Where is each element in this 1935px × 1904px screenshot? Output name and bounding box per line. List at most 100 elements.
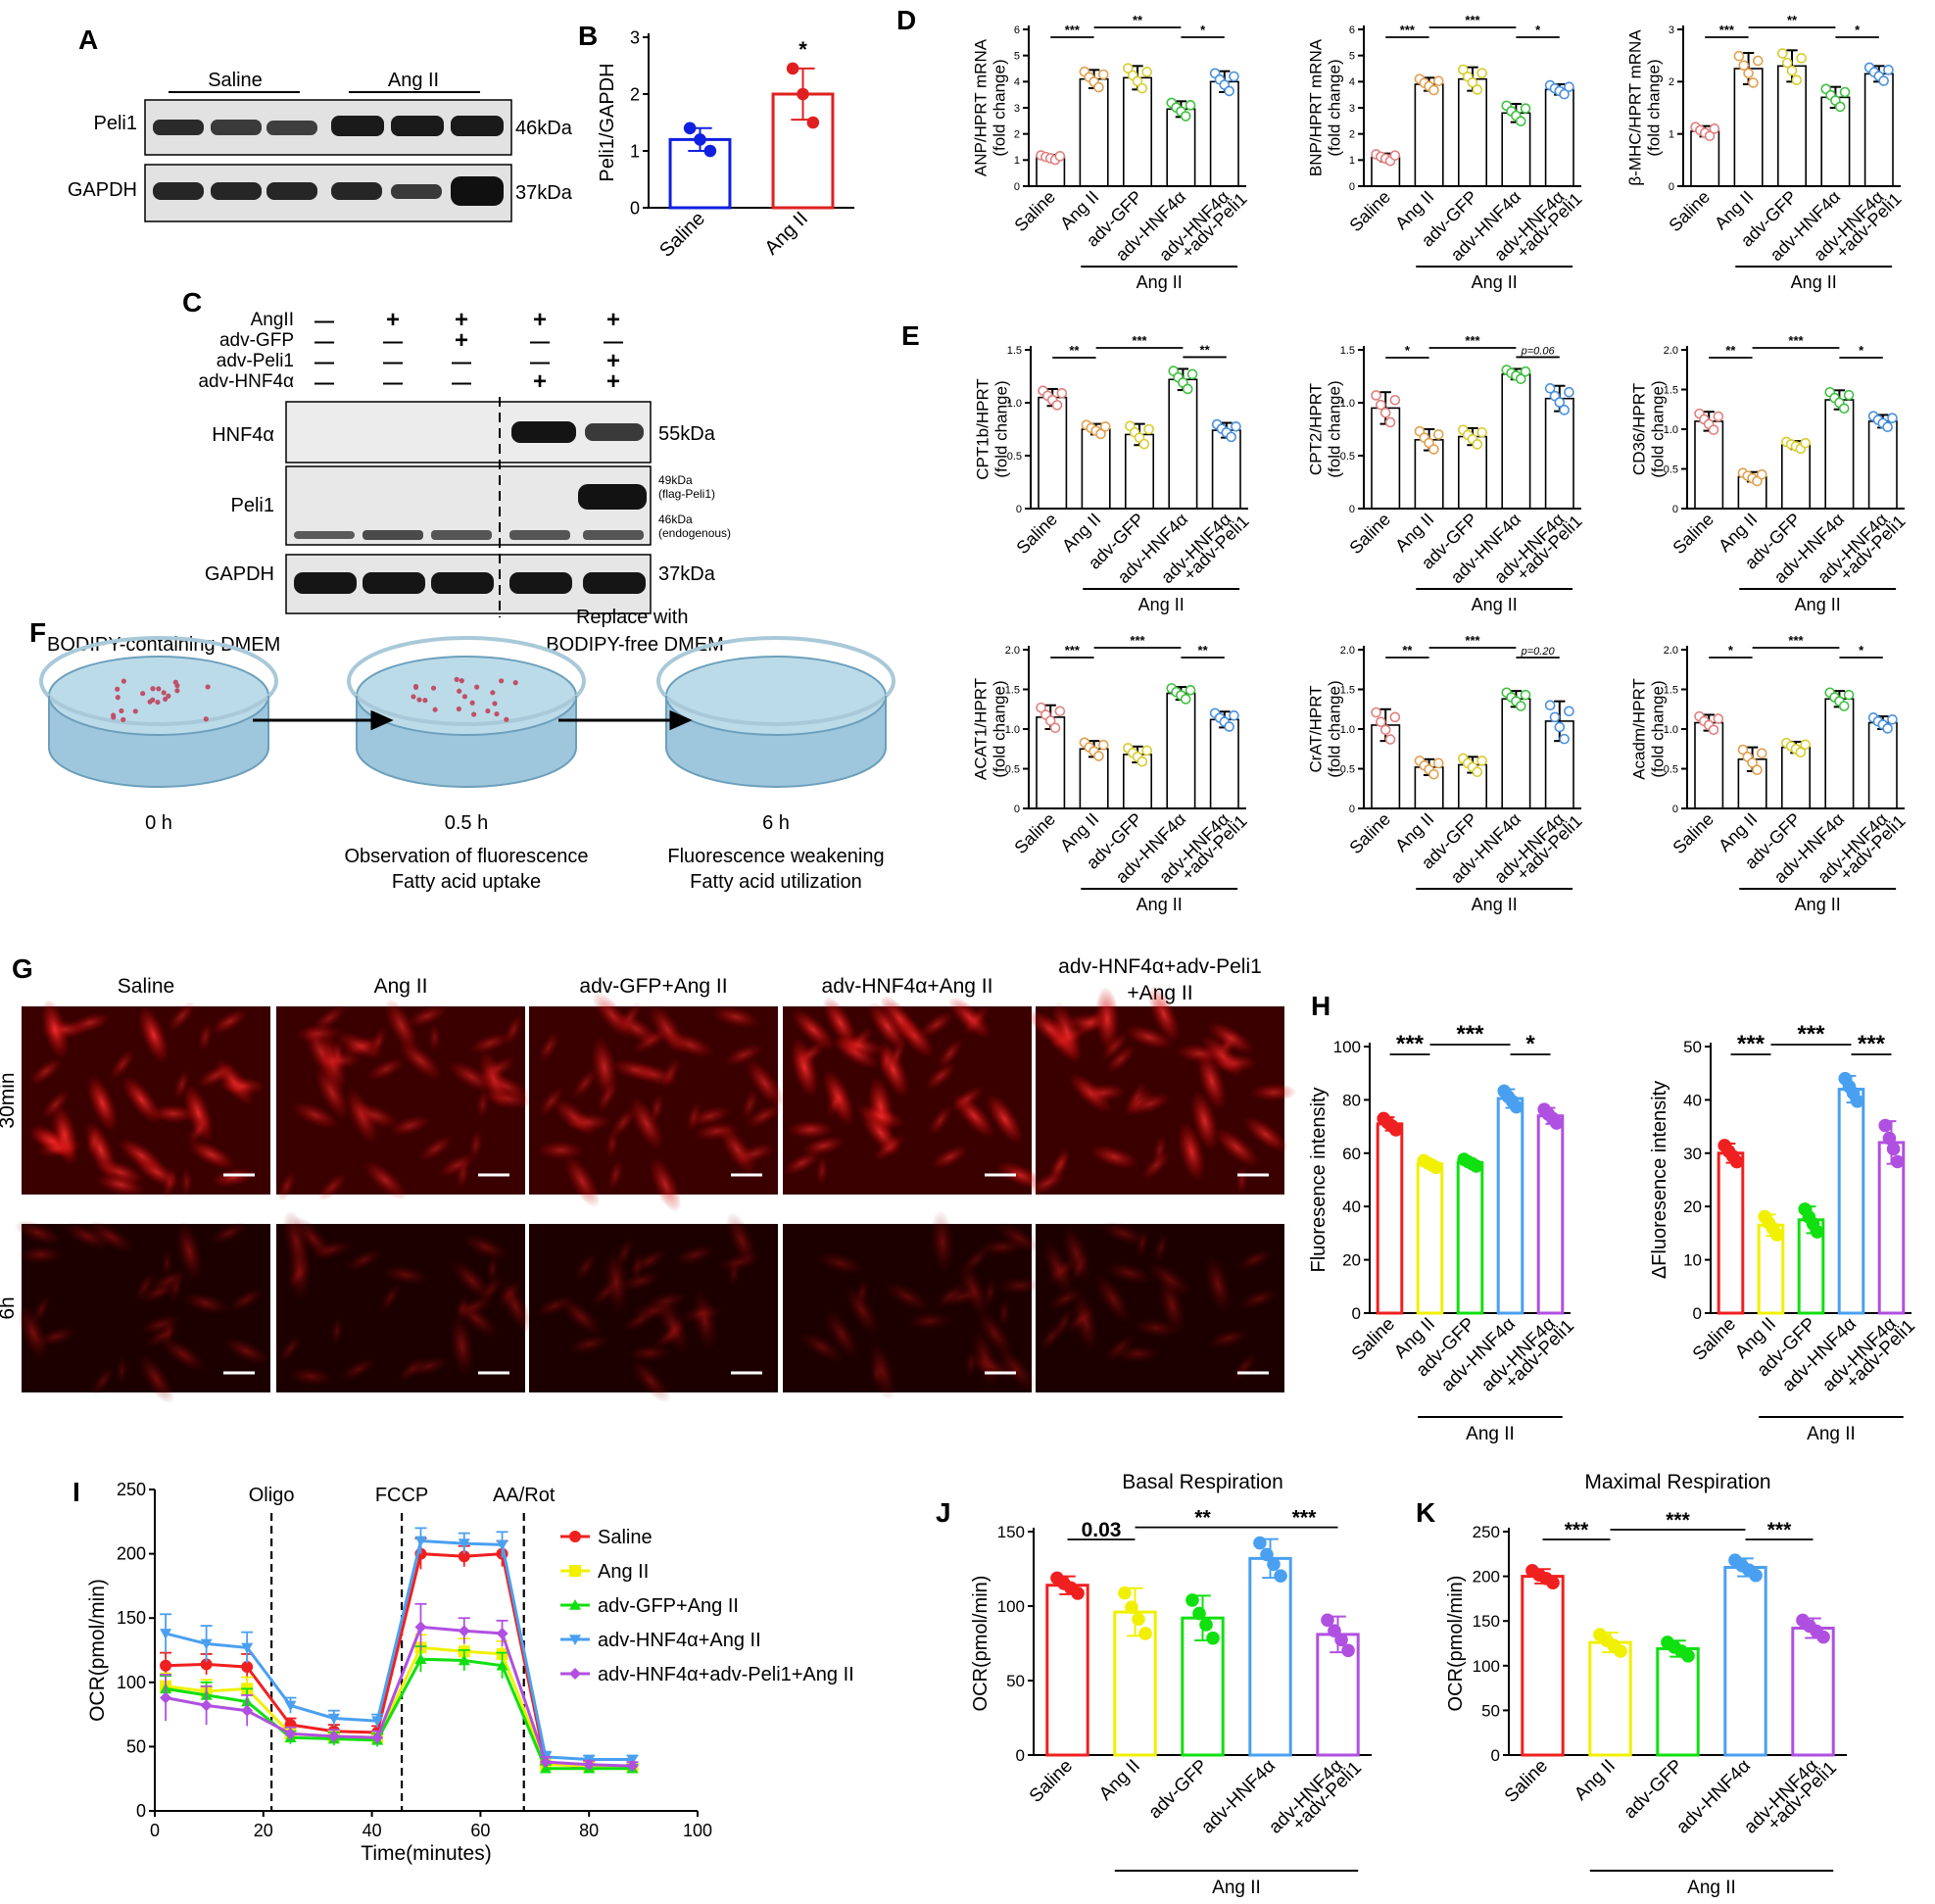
scheme-f: BODIPY-containing DMEM Replace with BODI… [39, 607, 895, 893]
data-point [703, 144, 717, 158]
chart-J: 0 50 100 150 OCR(pmol/min) Basal Respiration S… [970, 1471, 1372, 1898]
significance-label: 0.03 [1082, 1519, 1122, 1541]
data-point [414, 1653, 427, 1664]
micrograph-column-label: adv-HNF4α+Ang II [822, 975, 993, 998]
data-point [1520, 103, 1531, 114]
data-point [1756, 468, 1767, 480]
significance-label: ** [1787, 13, 1798, 27]
x-tick-label: Ang II [1095, 1756, 1144, 1805]
data-point [1093, 81, 1104, 93]
data-point [496, 1659, 508, 1671]
data-point [1878, 1118, 1893, 1133]
micrograph-panel [529, 993, 784, 1212]
y-tick-label: 200 [1473, 1568, 1500, 1587]
x-tick-label: Saline [1669, 510, 1717, 559]
data-point [1748, 77, 1759, 88]
y-tick-label: 4 [1014, 76, 1020, 88]
data-point [284, 1728, 297, 1740]
y-tick-label: 0.5 [1005, 763, 1020, 775]
data-point [1036, 702, 1046, 713]
significance-label: * [1525, 1031, 1535, 1057]
data-point [1328, 1624, 1341, 1638]
bar [1867, 420, 1898, 510]
data-point [1708, 724, 1719, 736]
y-axis-label: (fold change) [1649, 680, 1668, 777]
bar [1544, 88, 1574, 187]
y-tick-label: 0 [630, 198, 640, 218]
data-point [200, 1658, 213, 1671]
x-axis-label: Time(minutes) [361, 1842, 491, 1865]
significance-label: * [798, 37, 807, 62]
data-point [160, 1691, 172, 1704]
blot-c-band-hnf4a-5 [585, 423, 644, 441]
micrographs-g: Saline Ang II adv-GFP+Ang II adv-HNF4α+Ang … [0, 955, 1296, 1403]
bar [1457, 435, 1488, 510]
significance-label: * [1535, 23, 1541, 37]
y-tick-label: 80 [1342, 1091, 1361, 1109]
panel-letter-c: C [182, 287, 202, 317]
blot-c-condition-mark: — [452, 352, 471, 373]
data-point [1800, 437, 1811, 449]
data-point [1559, 88, 1570, 100]
significance-label: * [1405, 343, 1411, 358]
charts-layer: 0 1 2 3 Peli1/GAPDH Saline Ang II * 0 1 2 3 4 5 6 ANP/H… [86, 13, 1919, 1898]
y-tick-label: 150 [1473, 1612, 1500, 1631]
data-point [1834, 101, 1846, 113]
micrograph-row-label: 6h [0, 1296, 19, 1319]
significance-label: * [1859, 343, 1864, 358]
scheme-f-note-right-1: Fluorescence weakening [667, 846, 884, 867]
legend-label: adv-HNF4α+Ang II [598, 1630, 761, 1651]
data-point [1049, 722, 1061, 734]
data-point [1469, 1159, 1483, 1173]
micrograph-panel [1028, 987, 1296, 1196]
data-point [1781, 57, 1793, 69]
legend-label: Ang II [598, 1561, 649, 1583]
blot-c-condition-label: adv-HNF4α [198, 371, 294, 392]
bar [1776, 65, 1808, 187]
data-point [694, 133, 706, 146]
bar [1536, 1114, 1565, 1315]
y-axis-label: Fluoresence intensity [1308, 1088, 1330, 1273]
data-point [539, 1756, 552, 1769]
y-tick-label: 1.0 [1664, 724, 1678, 736]
data-point [1267, 1557, 1281, 1572]
data-point [1883, 65, 1894, 75]
data-point [1886, 1142, 1901, 1156]
data-point [1509, 1099, 1524, 1114]
significance-label: ** [1402, 643, 1413, 658]
data-point [1614, 1644, 1627, 1658]
bar [1081, 428, 1111, 510]
blot-c-condition-mark: — [314, 352, 334, 373]
blot-c-mw-peli1-endo-note: (endogenous) [658, 526, 731, 540]
data-point [1810, 1225, 1824, 1239]
significance-label: *** [1719, 23, 1735, 37]
data-point [1097, 69, 1109, 80]
significance-label: *** [1065, 23, 1081, 37]
series [160, 1634, 639, 1774]
y-tick-label: 1.0 [1007, 398, 1022, 410]
group-bracket-label: Ang II [1466, 1424, 1515, 1444]
bar [1723, 1565, 1767, 1757]
data-point [160, 1629, 172, 1639]
data-point [1321, 1613, 1334, 1628]
blot-c-condition-mark: — [383, 331, 403, 353]
significance-label: ** [1725, 343, 1736, 358]
x-tick-label: Saline [1010, 809, 1059, 858]
blot-c-mw-peli1: 49kDa (flag-Peli1) 46kDa (endogenous) [658, 473, 731, 540]
y-tick-label: 1.5 [1005, 684, 1020, 696]
significance-label: *** [1737, 1031, 1766, 1057]
panel-letter-k: K [1416, 1497, 1435, 1528]
data-point [583, 1758, 596, 1771]
data-point [1887, 713, 1898, 725]
data-point [1379, 407, 1391, 418]
blot-c-condition-label: adv-Peli1 [217, 351, 294, 371]
blot-c-condition-mark: — [383, 372, 403, 394]
data-point [1796, 53, 1807, 64]
data-point [241, 1661, 254, 1674]
y-tick-label: 100 [1473, 1657, 1500, 1676]
micrograph-panel [15, 1220, 270, 1403]
y-axis-label: (fold change) [1326, 380, 1344, 477]
data-point [1389, 394, 1401, 406]
data-point [1274, 1569, 1287, 1583]
